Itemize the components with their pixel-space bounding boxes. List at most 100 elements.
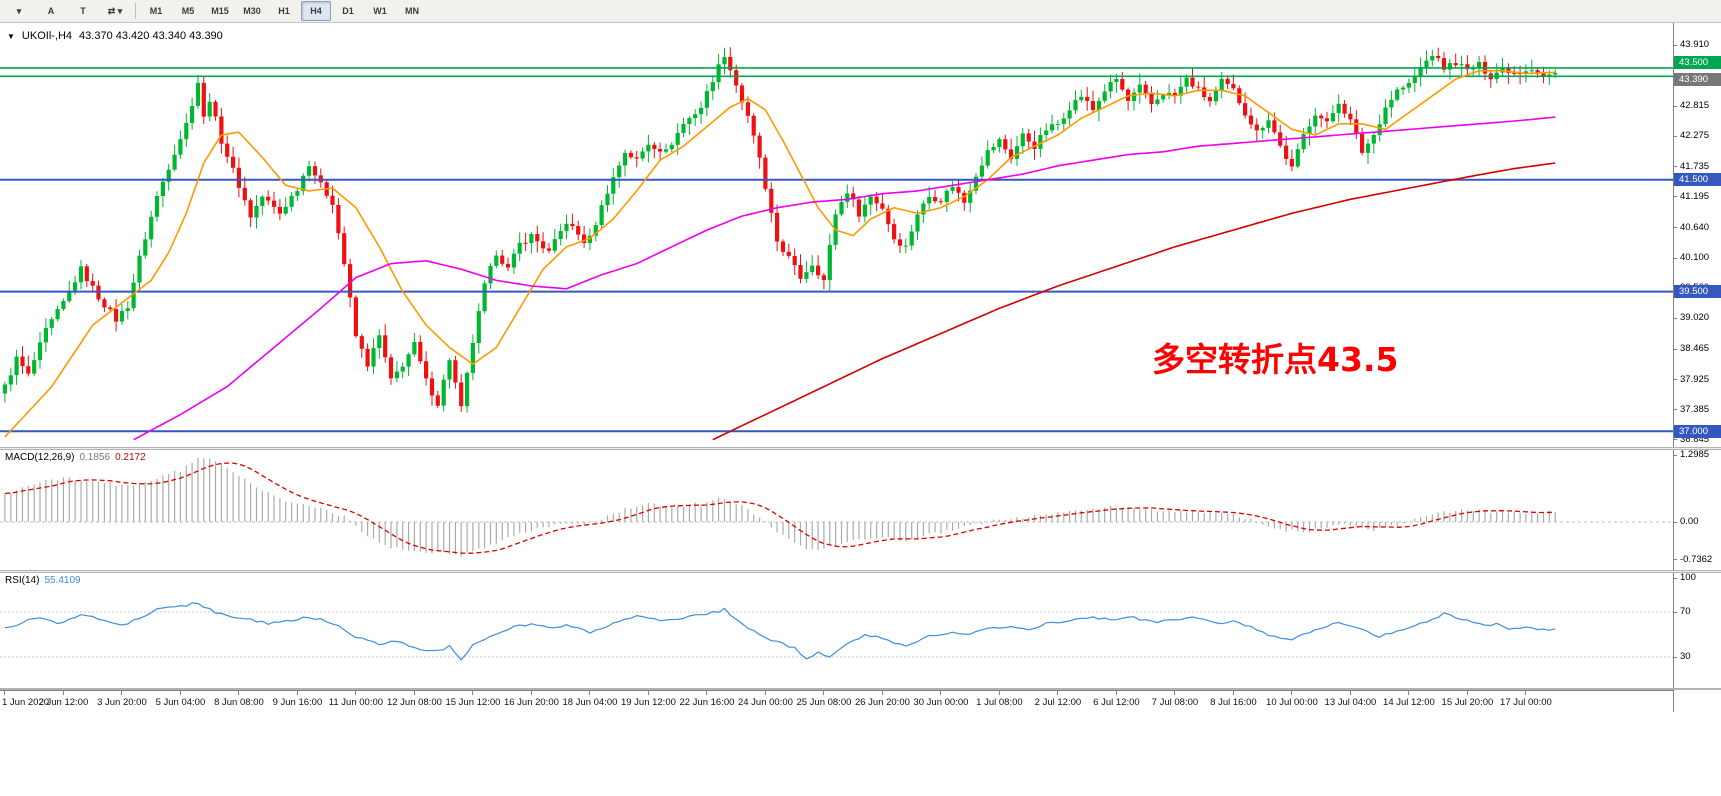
time-axis-tick <box>647 691 649 695</box>
time-axis-label: 2 Jun 12:00 <box>38 697 89 708</box>
time-axis-label: 25 Jun 08:00 <box>796 697 852 708</box>
price-axis-tick <box>1674 348 1677 350</box>
time-axis-tick <box>62 691 64 695</box>
time-axis-tick <box>179 691 181 695</box>
macd-title: MACD(12,26,9) <box>5 452 75 463</box>
price-axis-tick-label: 37.385 <box>1680 403 1710 415</box>
ma-fast-line <box>4 69 1556 438</box>
pointer-tool-button[interactable]: A <box>47 6 55 16</box>
time-axis-tick <box>413 691 415 695</box>
chart-annotation-text[interactable]: 多空转折点43.5 <box>1152 340 1399 379</box>
time-axis[interactable]: 1 Jun 2020 2 Jun 12:00 3 Jun 20:00 5 Jun 04… <box>0 690 1673 712</box>
time-axis-tick <box>355 691 357 695</box>
time-axis-tick <box>1232 691 1234 695</box>
macd-axis-tick-label: 0.00 <box>1680 516 1699 527</box>
price-axis-tick <box>1674 439 1677 441</box>
timeframe-button-h4[interactable]: H4 <box>301 1 331 21</box>
time-axis-tick <box>296 691 298 695</box>
time-axis-label: 6 Jul 12:00 <box>1093 697 1140 708</box>
chart-symbol-period: UKOIl-,H4 <box>21 30 73 42</box>
time-axis-label: 13 Jul 04:00 <box>1324 697 1377 708</box>
time-axis-label: 3 Jun 20:00 <box>97 697 147 708</box>
price-axis-tick-label: 42.275 <box>1680 130 1710 142</box>
panel-resize-handle[interactable] <box>0 688 1721 690</box>
price-axis-tick <box>1674 379 1677 381</box>
price-axis-tick-label: 37.925 <box>1680 373 1710 385</box>
price-axis-tick <box>1674 135 1677 137</box>
time-axis-tick <box>1525 691 1527 695</box>
time-axis-label: 1 Jul 08:00 <box>976 697 1023 708</box>
time-axis-tick <box>589 691 591 695</box>
time-axis-label: 14 Jul 12:00 <box>1383 697 1435 708</box>
time-axis-label: 26 Jun 20:00 <box>854 697 910 708</box>
time-axis-label: 12 Jun 08:00 <box>386 697 442 708</box>
price-axis-tick-label: 36.845 <box>1680 433 1710 445</box>
time-axis-label: 1 Jun 2020 <box>2 697 50 708</box>
time-axis-tick <box>1291 691 1293 695</box>
timeframe-button-m1[interactable]: M1 <box>149 6 163 16</box>
time-axis-label: 8 Jun 08:00 <box>214 697 264 708</box>
time-axis-label: 19 Jun 12:00 <box>620 697 676 708</box>
timeframe-button-h1[interactable]: H1 <box>278 6 290 16</box>
time-axis-tick <box>823 691 825 695</box>
panel-resize-handle[interactable] <box>0 447 1721 450</box>
time-axis-label: 10 Jul 00:00 <box>1266 697 1318 708</box>
time-axis-tick <box>706 691 708 695</box>
time-axis-tick <box>1115 691 1117 695</box>
rsi-axis-tick-label: 70 <box>1680 606 1691 617</box>
macd-axis-tick-label: -0.7362 <box>1680 553 1713 565</box>
symbol-dropdown-icon[interactable]: ▼ <box>7 31 15 41</box>
time-axis-tick <box>121 691 123 695</box>
toolbar-separator <box>135 3 136 19</box>
time-axis-label: 11 Jun 00:00 <box>328 697 384 708</box>
time-axis-tick <box>1349 691 1351 695</box>
ma-slow-line <box>712 162 1556 441</box>
price-axis-tick <box>1674 227 1677 229</box>
time-axis-label: 5 Jun 04:00 <box>155 697 206 708</box>
chart-dropdown-button[interactable]: ▾ <box>16 5 22 16</box>
time-axis-label: 2 Jul 12:00 <box>1034 697 1082 708</box>
price-axis-tick <box>1674 257 1677 259</box>
time-axis-label: 7 Jul 08:00 <box>1151 697 1199 708</box>
text-tool-button[interactable]: T <box>80 6 86 16</box>
time-axis-label: 16 Jun 20:00 <box>503 697 559 708</box>
panel-resize-handle[interactable] <box>0 570 1721 573</box>
time-axis-tick <box>530 691 532 695</box>
timeframe-button-mn[interactable]: MN <box>405 6 419 16</box>
price-axis-tick <box>1674 44 1677 46</box>
timeframe-button-d1[interactable]: D1 <box>342 6 354 16</box>
rsi-axis-tick-label: 30 <box>1680 651 1691 662</box>
price-axis-tick <box>1674 196 1677 198</box>
rsi-panel-canvas[interactable] <box>0 573 1673 688</box>
timeframe-button-m30[interactable]: M30 <box>243 6 261 16</box>
time-axis-label: 18 Jun 04:00 <box>562 697 618 708</box>
time-axis-label: 9 Jun 16:00 <box>272 697 323 708</box>
timeframe-button-m15[interactable]: M15 <box>211 6 229 16</box>
time-axis-tick <box>1466 691 1468 695</box>
price-axis-tick <box>1674 105 1677 107</box>
time-axis-tick <box>998 691 1000 695</box>
timeframe-button-w1[interactable]: W1 <box>373 6 387 16</box>
price-axis-tick <box>1674 409 1677 411</box>
macd-panel-canvas[interactable] <box>0 450 1673 570</box>
toolbar: ▾ A T ⇄ ▾ M1 M5 M15 M30 H1 H4 D1 W1 MN <box>0 0 1721 23</box>
rsi-value: 55.4109 <box>44 575 81 586</box>
price-axis-tick-label: 38.465 <box>1680 343 1710 355</box>
main-chart-canvas[interactable] <box>0 23 1673 447</box>
timeframe-button-m5[interactable]: M5 <box>181 6 195 16</box>
price-axis[interactable]: 43.910 42.815 42.275 41.735 41.195 40.640 40.1… <box>1673 23 1721 712</box>
time-axis-tick <box>1057 691 1059 695</box>
time-axis-label: 24 Jun 00:00 <box>737 697 793 708</box>
macd-axis-tick <box>1674 454 1677 456</box>
time-axis-label: 15 Jul 20:00 <box>1441 697 1494 708</box>
price-axis-tick <box>1674 166 1677 168</box>
time-axis-tick <box>472 691 474 695</box>
symbol-switch-button[interactable]: ⇄ ▾ <box>107 5 123 16</box>
rsi-axis-tick-label: 100 <box>1680 572 1696 584</box>
time-axis-label: 15 Jun 12:00 <box>445 697 501 708</box>
time-axis-tick <box>4 691 6 695</box>
time-axis-tick <box>881 691 883 695</box>
price-axis-tick-label: 42.815 <box>1680 100 1710 112</box>
hline-price-box: 37.000 <box>1674 424 1721 438</box>
